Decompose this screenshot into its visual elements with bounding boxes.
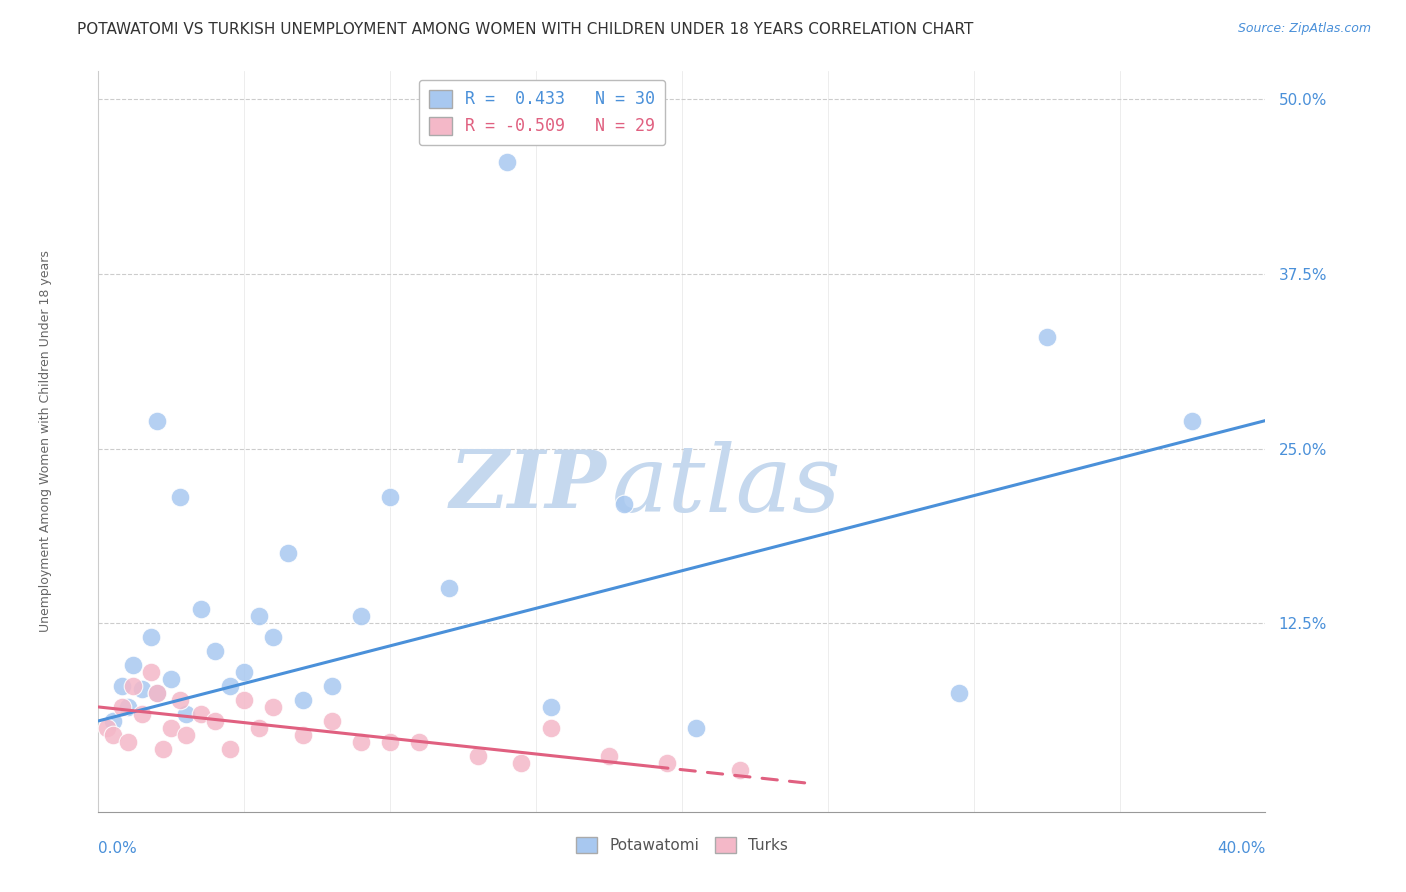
Point — [101, 714, 124, 728]
Point — [291, 728, 314, 742]
Point — [496, 155, 519, 169]
Point — [1035, 330, 1057, 344]
Point — [117, 700, 139, 714]
Text: POTAWATOMI VS TURKISH UNEMPLOYMENT AMONG WOMEN WITH CHILDREN UNDER 18 YEARS CORR: POTAWATOMI VS TURKISH UNEMPLOYMENT AMONG… — [77, 22, 974, 37]
Point — [437, 581, 460, 595]
Point — [160, 721, 183, 735]
Point — [540, 721, 562, 735]
Point — [160, 672, 183, 686]
Point — [408, 735, 430, 749]
Point — [117, 735, 139, 749]
Point — [218, 679, 240, 693]
Point — [190, 602, 212, 616]
Point — [146, 686, 169, 700]
Point — [657, 756, 679, 770]
Point — [233, 665, 256, 679]
Point — [174, 706, 197, 721]
Text: atlas: atlas — [612, 441, 841, 531]
Point — [1181, 414, 1204, 428]
Point — [146, 414, 169, 428]
Legend: Potawatomi, Turks: Potawatomi, Turks — [569, 830, 794, 860]
Point — [131, 681, 153, 696]
Point — [101, 728, 124, 742]
Point — [612, 497, 634, 511]
Point — [247, 721, 270, 735]
Point — [685, 721, 707, 735]
Point — [247, 609, 270, 624]
Point — [146, 686, 169, 700]
Point — [350, 735, 373, 749]
Point — [122, 658, 145, 673]
Point — [174, 728, 197, 742]
Point — [169, 491, 191, 505]
Point — [122, 679, 145, 693]
Text: Unemployment Among Women with Children Under 18 years: Unemployment Among Women with Children U… — [39, 251, 52, 632]
Point — [190, 706, 212, 721]
Point — [218, 742, 240, 756]
Text: 0.0%: 0.0% — [98, 841, 138, 856]
Point — [321, 714, 343, 728]
Point — [948, 686, 970, 700]
Point — [510, 756, 533, 770]
Text: 40.0%: 40.0% — [1218, 841, 1265, 856]
Point — [233, 693, 256, 707]
Point — [96, 721, 118, 735]
Point — [380, 735, 402, 749]
Point — [380, 491, 402, 505]
Point — [467, 748, 489, 763]
Point — [111, 679, 134, 693]
Point — [350, 609, 373, 624]
Point — [598, 748, 620, 763]
Point — [321, 679, 343, 693]
Point — [152, 742, 174, 756]
Text: ZIP: ZIP — [449, 447, 606, 524]
Point — [277, 546, 299, 560]
Point — [262, 700, 284, 714]
Point — [111, 700, 134, 714]
Point — [204, 714, 226, 728]
Point — [540, 700, 562, 714]
Point — [131, 706, 153, 721]
Point — [139, 665, 162, 679]
Point — [262, 630, 284, 644]
Text: Source: ZipAtlas.com: Source: ZipAtlas.com — [1237, 22, 1371, 36]
Point — [730, 763, 752, 777]
Point — [291, 693, 314, 707]
Point — [139, 630, 162, 644]
Point — [204, 644, 226, 658]
Point — [169, 693, 191, 707]
